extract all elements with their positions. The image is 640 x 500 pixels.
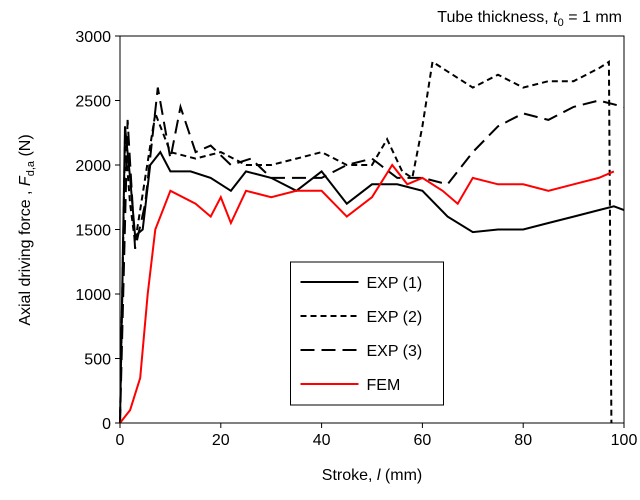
annotation-text: = 1 mm <box>564 9 622 26</box>
x-tick-label: 20 <box>212 432 230 449</box>
x-tick-label: 40 <box>313 432 331 449</box>
x-tick-label: 80 <box>514 432 532 449</box>
x-tick-label: 100 <box>611 432 638 449</box>
y-tick-label: 500 <box>84 352 111 369</box>
y-label-subscript: d,a <box>25 160 37 176</box>
y-label-symbol: F <box>17 175 34 186</box>
annotation-symbol: t <box>553 9 558 26</box>
x-label-text: Stroke, <box>322 467 377 484</box>
y-tick-label: 1500 <box>75 223 111 240</box>
annotation: Tube thickness, t0 = 1 mm <box>437 9 622 29</box>
x-tick-label: 60 <box>414 432 432 449</box>
legend-label: EXP (3) <box>367 343 423 360</box>
y-tick-label: 0 <box>102 416 111 433</box>
legend: EXP (1) EXP (2) EXP (3) FEM <box>290 261 444 406</box>
annotation-text: Tube thickness, <box>437 9 553 26</box>
y-tick-label: 3000 <box>75 29 111 46</box>
legend-label: FEM <box>367 377 401 394</box>
x-tick-label: 0 <box>116 432 125 449</box>
series-line <box>119 59 613 424</box>
annotation-subscript: 0 <box>558 17 564 29</box>
y-tick-label: 1000 <box>75 287 111 304</box>
x-axis-label: Stroke, l (mm) <box>322 467 422 484</box>
y-label-text: Axial driving force , <box>17 186 34 326</box>
legend-label: EXP (1) <box>367 275 423 292</box>
x-label-text: (mm) <box>380 467 422 484</box>
legend-box <box>290 261 444 406</box>
y-tick-label: 2500 <box>75 94 111 111</box>
y-tick-label: 2000 <box>75 158 111 175</box>
plot-frame <box>119 35 625 424</box>
y-label-text: (N) <box>17 134 34 161</box>
legend-label: EXP (2) <box>367 309 423 326</box>
x-label-symbol: l <box>377 467 381 484</box>
y-axis-label: Axial driving force , Fd,a (N) <box>17 134 37 325</box>
series-line <box>119 163 615 424</box>
